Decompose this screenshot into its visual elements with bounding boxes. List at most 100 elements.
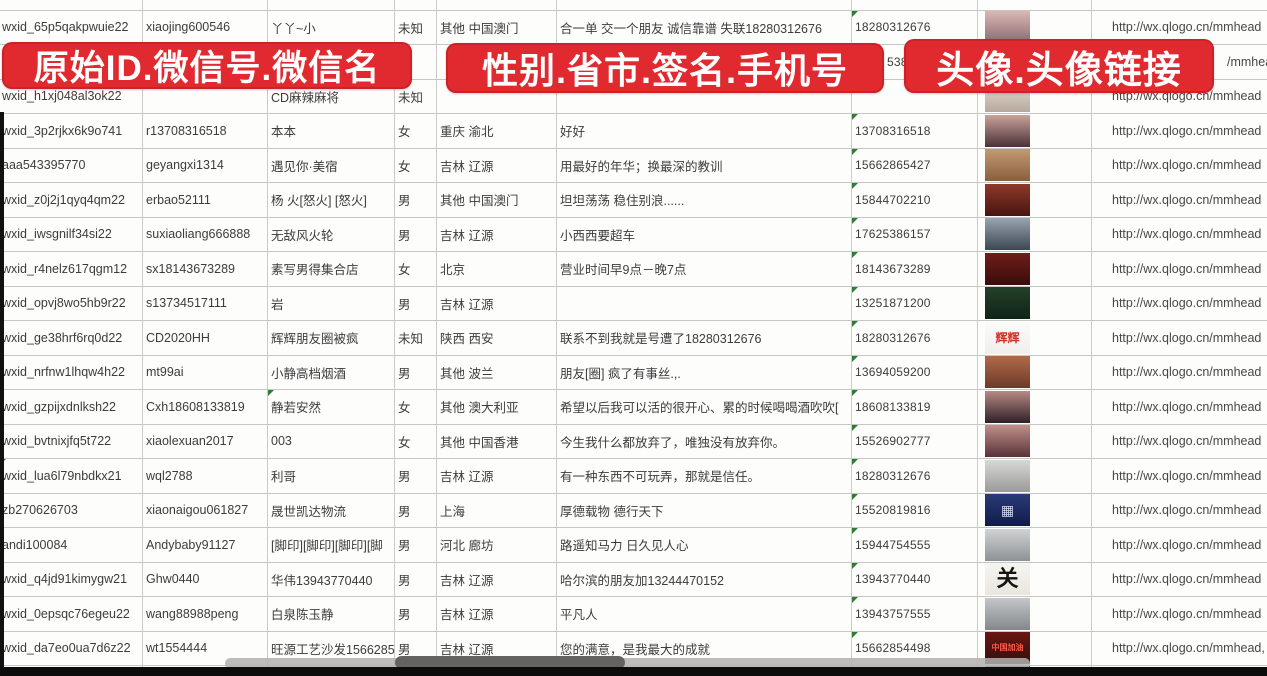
cell-signature[interactable]: 营业时间早9点－晚7点 <box>557 252 852 287</box>
cell-phone[interactable]: 13943757555 <box>852 597 978 632</box>
cell-account[interactable]: mt99ai <box>143 356 268 391</box>
cell-gender[interactable]: 男 <box>395 563 437 598</box>
cell-phone[interactable]: 15844702210 <box>852 183 978 218</box>
avatar-image[interactable] <box>985 218 1030 250</box>
cell-nickname[interactable]: 素写男得集合店 <box>268 252 395 287</box>
cell-avatar[interactable] <box>978 183 1092 218</box>
cell-url[interactable]: http://wx.qlogo.cn/mmhead <box>1092 563 1267 598</box>
cell-gender[interactable]: 男 <box>395 356 437 391</box>
cell-url[interactable]: http://wx.qlogo.cn/mmhead <box>1092 425 1267 460</box>
cell-gender[interactable]: 男 <box>395 597 437 632</box>
cell-region[interactable]: 吉林 辽源 <box>437 149 557 184</box>
cell-nickname[interactable]: 遇见你·美宿 <box>268 149 395 184</box>
cell-wxid[interactable]: wxid_nrfnw1lhqw4h22 <box>0 356 143 391</box>
cell-wxid[interactable] <box>0 0 143 11</box>
cell-signature[interactable] <box>557 287 852 322</box>
cell-phone[interactable]: 18280312676 <box>852 459 978 494</box>
cell-avatar[interactable] <box>978 149 1092 184</box>
cell-region[interactable]: 陕西 西安 <box>437 321 557 356</box>
avatar-image[interactable] <box>985 598 1030 630</box>
cell-wxid[interactable]: wxid_z0j2j1qyq4qm22 <box>0 183 143 218</box>
cell-url[interactable]: http://wx.qlogo.cn/mmhead <box>1092 390 1267 425</box>
cell-region[interactable]: 吉林 辽源 <box>437 287 557 322</box>
cell-avatar[interactable]: 关 <box>978 563 1092 598</box>
cell-account[interactable]: CD2020HH <box>143 321 268 356</box>
cell-gender[interactable]: 男 <box>395 494 437 529</box>
cell-wxid[interactable]: andi100084 <box>0 528 143 563</box>
cell-region[interactable]: 其他 中国澳门 <box>437 183 557 218</box>
cell-url[interactable]: http://wx.qlogo.cn/mmhead <box>1092 356 1267 391</box>
cell-gender[interactable]: 未知 <box>395 321 437 356</box>
cell-url[interactable]: http://wx.qlogo.cn/mmhead <box>1092 459 1267 494</box>
cell-url[interactable]: http://wx.qlogo.cn/mmhead <box>1092 183 1267 218</box>
cell-gender[interactable]: 男 <box>395 287 437 322</box>
cell-gender[interactable]: 男 <box>395 183 437 218</box>
cell-phone[interactable]: 18143673289 <box>852 252 978 287</box>
cell-phone[interactable]: 15526902777 <box>852 425 978 460</box>
cell-nickname[interactable]: 晟世凯达物流 <box>268 494 395 529</box>
avatar-image[interactable] <box>985 184 1030 216</box>
cell-url[interactable]: http://wx.qlogo.cn/mmhead <box>1092 494 1267 529</box>
cell-signature[interactable]: 合一单 交一个朋友 诚信靠谱 失联18280312676 <box>557 11 852 46</box>
cell-nickname[interactable]: 静若安然 <box>268 390 395 425</box>
cell-gender[interactable]: 未知 <box>395 11 437 46</box>
cell-signature[interactable]: 厚德载物 德行天下 <box>557 494 852 529</box>
avatar-image[interactable] <box>985 529 1030 561</box>
cell-wxid[interactable]: wxid_3p2rjkx6k9o741 <box>0 114 143 149</box>
avatar-image[interactable] <box>985 425 1030 457</box>
cell-wxid[interactable]: wxid_da7eo0ua7d6z22 <box>0 632 143 667</box>
cell-account[interactable]: erbao52111 <box>143 183 268 218</box>
cell-gender[interactable]: 女 <box>395 390 437 425</box>
cell-gender[interactable]: 女 <box>395 149 437 184</box>
cell-signature[interactable]: 好好 <box>557 114 852 149</box>
cell-avatar[interactable] <box>978 425 1092 460</box>
avatar-image[interactable] <box>985 391 1030 423</box>
avatar-image[interactable] <box>985 115 1030 147</box>
cell-region[interactable]: 吉林 辽源 <box>437 459 557 494</box>
cell-region[interactable] <box>437 0 557 11</box>
cell-signature[interactable]: 今生我什么都放弃了，唯独没有放弃你。 <box>557 425 852 460</box>
cell-region[interactable]: 其他 中国澳门 <box>437 11 557 46</box>
cell-phone[interactable]: 18280312676 <box>852 321 978 356</box>
cell-nickname[interactable]: 无敌风火轮 <box>268 218 395 253</box>
cell-phone[interactable]: 15520819816 <box>852 494 978 529</box>
cell-gender[interactable]: 男 <box>395 218 437 253</box>
avatar-image[interactable] <box>985 253 1030 285</box>
cell-gender[interactable]: 女 <box>395 425 437 460</box>
cell-nickname[interactable]: 利哥 <box>268 459 395 494</box>
cell-url[interactable]: http://wx.qlogo.cn/mmhead <box>1092 528 1267 563</box>
cell-nickname[interactable]: 杨 火[怒火] [怒火] <box>268 183 395 218</box>
cell-avatar[interactable]: ▦ <box>978 494 1092 529</box>
avatar-image[interactable] <box>985 149 1030 181</box>
cell-gender[interactable]: 女 <box>395 114 437 149</box>
cell-gender[interactable] <box>395 0 437 11</box>
cell-signature[interactable]: 坦坦荡荡 稳住别浪...... <box>557 183 852 218</box>
cell-nickname[interactable] <box>268 0 395 11</box>
cell-avatar[interactable] <box>978 252 1092 287</box>
cell-nickname[interactable]: 辉辉朋友圈被疯 <box>268 321 395 356</box>
cell-wxid[interactable]: wxid_ge38hrf6rq0d22 <box>0 321 143 356</box>
cell-signature[interactable]: 哈尔滨的朋友加13244470152 <box>557 563 852 598</box>
cell-nickname[interactable]: 本本 <box>268 114 395 149</box>
cell-phone[interactable]: 13251871200 <box>852 287 978 322</box>
cell-url[interactable]: http://wx.qlogo.cn/mmhead <box>1092 321 1267 356</box>
cell-avatar[interactable]: 辉辉 <box>978 321 1092 356</box>
avatar-image[interactable] <box>985 460 1030 492</box>
cell-region[interactable]: 吉林 辽源 <box>437 563 557 598</box>
cell-nickname[interactable]: 白泉陈玉静 <box>268 597 395 632</box>
cell-url[interactable]: http://wx.qlogo.cn/mmhead <box>1092 597 1267 632</box>
avatar-image[interactable]: 关 <box>985 563 1030 595</box>
cell-avatar[interactable] <box>978 287 1092 322</box>
cell-phone[interactable]: 17625386157 <box>852 218 978 253</box>
cell-url[interactable]: http://wx.qlogo.cn/mmhead <box>1092 114 1267 149</box>
cell-account[interactable]: xiaonaigou061827 <box>143 494 268 529</box>
cell-region[interactable]: 吉林 辽源 <box>437 218 557 253</box>
cell-region[interactable]: 其他 澳大利亚 <box>437 390 557 425</box>
cell-gender[interactable]: 男 <box>395 459 437 494</box>
cell-url[interactable]: http://wx.qlogo.cn/mmhead <box>1092 287 1267 322</box>
cell-signature[interactable]: 有一种东西不可玩弄，那就是信任。 <box>557 459 852 494</box>
cell-nickname[interactable]: [脚印][脚印][脚印][脚 <box>268 528 395 563</box>
cell-url[interactable] <box>1092 0 1267 11</box>
cell-nickname[interactable]: 小静高档烟酒 <box>268 356 395 391</box>
avatar-image[interactable]: ▦ <box>985 494 1030 526</box>
